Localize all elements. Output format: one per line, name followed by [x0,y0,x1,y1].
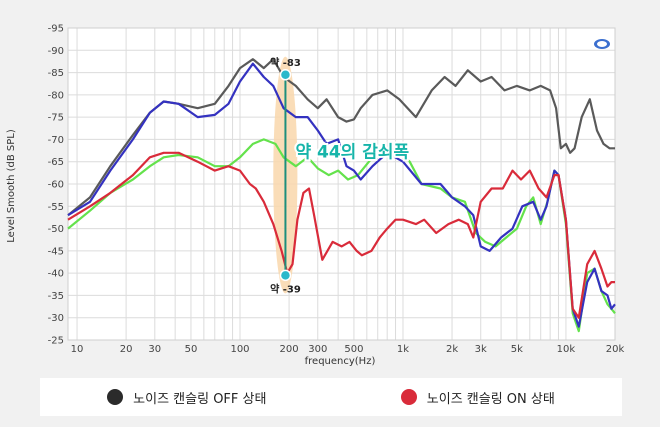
y-tick-label: -30 [48,313,64,324]
series-line-off [67,58,615,217]
y-tick-label: -80 [48,90,64,101]
plot-border [67,27,616,341]
y-tick-label: -45 [48,246,64,257]
attenuation-callout: 약 44의 감쇠폭 [295,141,409,162]
frequency-response-chart: 약 -83 약 -39 약 44의 감쇠폭 -95 -90 -85 -80 -75 -70 -6… [6,24,625,368]
legend-item-on: 노이즈 캔슬링 ON 상태 [400,388,555,407]
y-tick-label: -90 [48,46,64,57]
x-axis-label: frequency(Hz) [305,356,376,367]
grid [67,27,616,341]
marker-bottom-label: 약 -39 [270,282,301,295]
x-tick-label: 3k [475,344,487,355]
legend: 노이즈 캔슬링 OFF 상태 노이즈 캔슬링 ON 상태 [40,378,622,416]
legend-dot-on [400,389,417,405]
x-tick-label: 300 [308,344,327,355]
legend-item-off: 노이즈 캔슬링 OFF 상태 [107,388,266,407]
y-tick-label: -75 [48,113,64,124]
y-tick-label: -35 [48,291,64,302]
marker-top-label: 약 -83 [270,56,301,69]
x-tick-label: 20 [120,344,133,355]
y-tick-label: -25 [48,336,64,347]
marker-layer: 약 -83 약 -39 약 44의 감쇠폭 [270,56,411,296]
y-tick-label: -40 [48,269,64,280]
legend-dot-off [107,389,124,405]
y-tick-label: -85 [48,68,64,79]
x-tick-label: 5k [511,344,523,355]
x-tick-label: 500 [344,344,363,355]
tick-layer: -95 -90 -85 -80 -75 -70 -65 -60 -55 -50 -45 -40 -35 -… [48,24,625,356]
marker-dot-top [279,69,292,81]
x-tick-label: 30 [148,344,161,355]
y-tick-label: -70 [48,135,64,146]
legend-label-on: 노이즈 캔슬링 ON 상태 [426,391,555,407]
x-tick-label: 200 [280,344,299,355]
y-tick-label: -60 [48,180,64,191]
x-tick-label: 100 [230,344,249,355]
series-layer [67,58,616,333]
x-tick-label: 20k [606,344,625,355]
chart-area: 약 -83 약 -39 약 44의 감쇠폭 -95 -90 -85 -80 -75 -70 -6… [6,24,625,368]
y-tick-label: -95 [48,24,64,35]
x-tick-label: 2k [446,344,458,355]
x-tick-label: 10 [71,344,84,355]
watermark-logo [594,39,610,49]
series-line-on [67,151,615,319]
y-tick-label: -65 [48,157,64,168]
x-tick-label: 50 [185,344,198,355]
x-tick-label: 10k [557,344,576,355]
marker-dot-bottom [279,269,292,282]
legend-label-off: 노이즈 캔슬링 OFF 상태 [133,391,267,407]
y-axis-label: Level Smooth (dB SPL) [6,129,17,243]
y-tick-label: -50 [48,224,64,235]
x-tick-label: 1k [397,344,409,355]
y-tick-label: -55 [48,202,64,213]
